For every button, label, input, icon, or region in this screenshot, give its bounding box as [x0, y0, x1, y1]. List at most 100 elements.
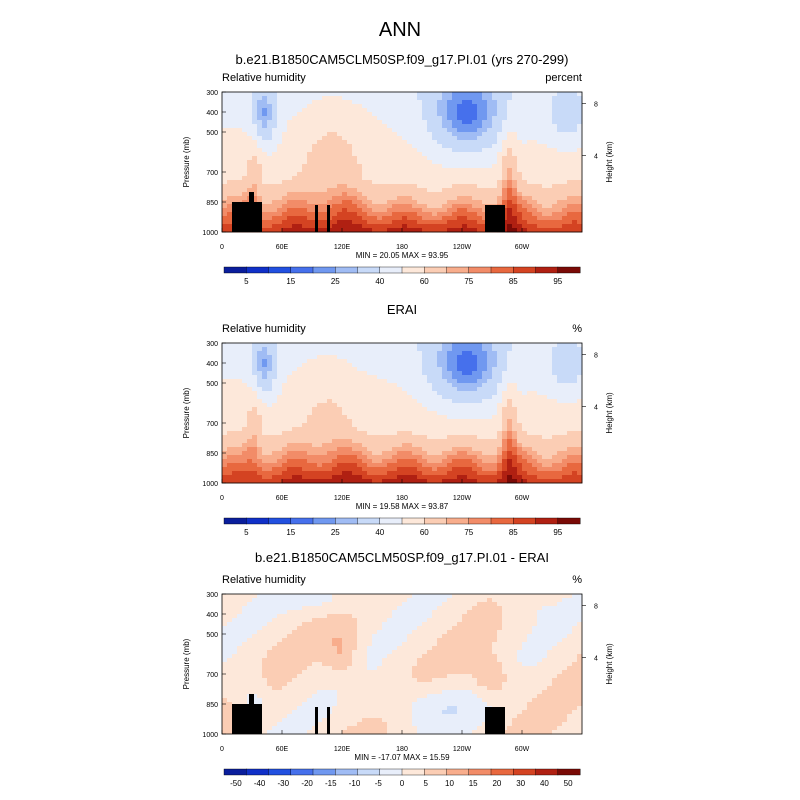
heat-cell [492, 407, 498, 412]
heat-cell [312, 92, 318, 97]
heat-cell [297, 112, 303, 117]
heat-cell [552, 120, 558, 125]
heat-cell [477, 367, 483, 372]
heat-cell [347, 455, 353, 460]
heat-cell [502, 140, 508, 145]
heat-cell [302, 439, 308, 444]
heat-cell [517, 343, 523, 348]
heat-cell [567, 120, 573, 125]
stats-label: MIN = 20.05 MAX = 93.95 [356, 251, 449, 260]
heat-cell [497, 96, 503, 101]
heat-cell [307, 96, 313, 101]
heat-cell [387, 112, 393, 117]
heat-cell [382, 176, 388, 181]
heat-cell [347, 355, 353, 360]
heat-cell [422, 208, 428, 213]
heat-cell [472, 164, 478, 169]
heat-cell [272, 176, 278, 181]
heat-cell [392, 156, 398, 161]
heat-cell [527, 351, 533, 356]
heat-cell [227, 224, 233, 229]
heat-cell [397, 172, 403, 177]
heat-cell [322, 399, 328, 404]
heat-cell [257, 423, 263, 428]
heat-cell [297, 124, 303, 129]
heat-cell [502, 200, 508, 205]
heat-cell [307, 144, 313, 149]
heat-cell [457, 204, 463, 209]
heat-cell [467, 188, 473, 193]
heat-cell [387, 208, 393, 213]
heat-cell [562, 112, 568, 117]
heat-cell [482, 431, 488, 436]
heat-cell [417, 180, 423, 185]
heat-cell [422, 100, 428, 105]
heat-cell [352, 423, 358, 428]
heat-cell [362, 192, 368, 197]
heat-cell [402, 164, 408, 169]
heat-cell [262, 224, 268, 229]
heat-cell [502, 120, 508, 125]
heat-cell [277, 475, 283, 480]
heat-cell [312, 228, 318, 233]
heat-cell [362, 112, 368, 117]
heat-cell [447, 140, 453, 145]
heat-cell [412, 435, 418, 440]
heat-cell [577, 200, 583, 205]
heat-cell [267, 443, 273, 448]
heat-cell [482, 427, 488, 432]
heat-cell [457, 471, 463, 476]
heat-cell [492, 148, 498, 153]
heat-cell [297, 168, 303, 173]
heat-cell [397, 124, 403, 129]
heat-cell [247, 112, 253, 117]
heat-cell [372, 136, 378, 141]
heat-cell [397, 184, 403, 189]
heat-cell [322, 104, 328, 109]
heat-cell [437, 132, 443, 137]
heat-cell [557, 192, 563, 197]
heat-cell [282, 164, 288, 169]
heat-cell [362, 140, 368, 145]
heat-cell [497, 427, 503, 432]
heat-cell [462, 152, 468, 157]
heat-cell [322, 208, 328, 213]
heat-cell [512, 403, 518, 408]
heat-cell [442, 176, 448, 181]
heat-cell [232, 399, 238, 404]
heat-cell [417, 435, 423, 440]
heat-cell [312, 140, 318, 145]
heat-cell [432, 443, 438, 448]
heat-cell [367, 475, 373, 480]
heat-cell [342, 188, 348, 193]
heat-cell [572, 359, 578, 364]
heat-cell [302, 156, 308, 161]
heat-cell [252, 435, 258, 440]
heat-cell [422, 96, 428, 101]
heat-cell [337, 351, 343, 356]
heat-cell [462, 375, 468, 380]
heat-cell [452, 375, 458, 380]
heat-cell [272, 363, 278, 368]
heat-cell [362, 475, 368, 480]
heat-cell [247, 379, 253, 384]
heat-cell [307, 391, 313, 396]
heat-cell [287, 156, 293, 161]
heat-cell [552, 395, 558, 400]
heat-cell [392, 391, 398, 396]
heat-cell [377, 371, 383, 376]
heat-cell [232, 415, 238, 420]
heat-cell [452, 196, 458, 201]
heat-cell [447, 471, 453, 476]
heat-cell [382, 192, 388, 197]
heat-cell [272, 471, 278, 476]
heat-cell [237, 112, 243, 117]
heat-cell [392, 343, 398, 348]
heat-cell [502, 419, 508, 424]
heat-cell [332, 423, 338, 428]
heat-cell [292, 343, 298, 348]
heat-cell [322, 471, 328, 476]
heat-cell [227, 212, 233, 217]
heat-cell [377, 208, 383, 213]
heat-cell [337, 391, 343, 396]
